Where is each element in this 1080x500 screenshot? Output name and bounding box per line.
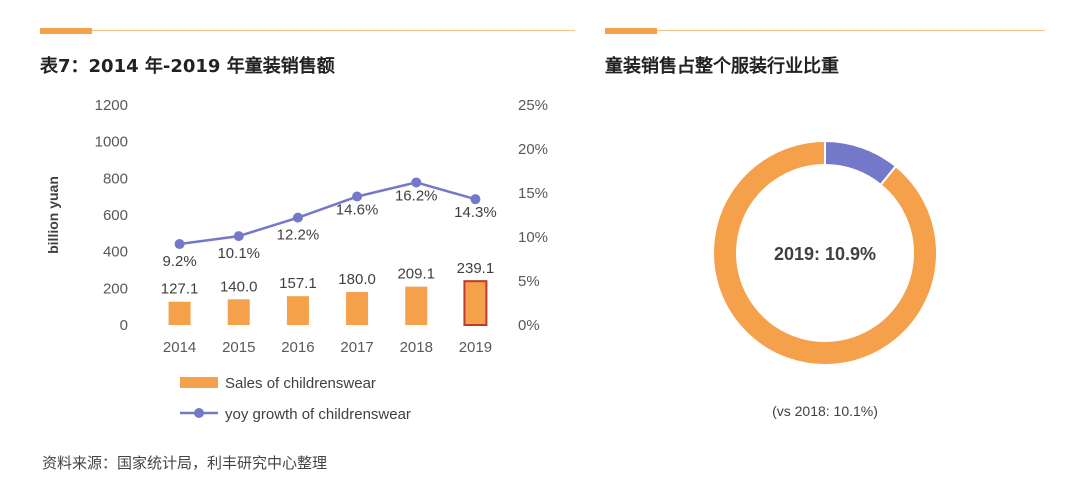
growth-point <box>352 191 363 202</box>
bar <box>286 296 309 325</box>
bar-value-label: 140.0 <box>220 278 258 295</box>
bar-line-chart: 0 200 400 600 800 1000 1200 0% 5% 10% 15% 20% 25% bil… <box>45 97 548 423</box>
growth-point <box>411 177 422 188</box>
donut-title: 童装销售占整个服装行业比重 <box>605 56 839 77</box>
bar-value-label: 180.0 <box>338 271 376 288</box>
growth-value-label: 10.1% <box>217 245 260 262</box>
bar-value-label: 157.1 <box>279 275 317 292</box>
growth-point <box>233 231 244 242</box>
bar <box>405 286 428 325</box>
growth-value-label: 14.6% <box>336 202 379 219</box>
accent-rule <box>40 30 575 31</box>
y-tick-label: 600 <box>103 207 128 224</box>
source-note: 资料来源：国家统计局，利丰研究中心整理 <box>42 454 328 472</box>
y-tick-label: 0 <box>120 317 128 334</box>
x-tick-label: 2018 <box>400 339 433 356</box>
growth-value-label: 12.2% <box>277 227 320 244</box>
chart-title: 表7：2014 年-2019 年童装销售额 <box>40 56 335 77</box>
y2-tick-label: 25% <box>518 97 548 114</box>
bar-highlighted <box>463 280 488 327</box>
x-tick-label: 2017 <box>340 339 373 356</box>
legend-line-label: yoy growth of childrenswear <box>225 406 411 423</box>
growth-line <box>179 181 476 246</box>
y-tick-label: 400 <box>103 244 128 261</box>
y-tick-label: 1200 <box>95 97 128 114</box>
bar <box>346 292 369 325</box>
bar-value-label: 209.1 <box>397 266 435 283</box>
donut-center-label: 2019: 10.9% <box>774 244 876 264</box>
bar <box>227 299 250 325</box>
x-tick-label: 2019 <box>459 339 492 356</box>
donut-chart: 2019: 10.9% (vs 2018: 10.1%) <box>712 139 938 419</box>
y-tick-label: 1000 <box>95 134 128 151</box>
growth-value-label: 9.2% <box>162 253 196 270</box>
y2-tick-label: 10% <box>518 229 548 246</box>
legend-bar-label: Sales of childrenswear <box>225 375 376 392</box>
y2-tick-label: 5% <box>518 273 540 290</box>
y-axis-title: billion yuan <box>45 176 61 254</box>
growth-point <box>470 194 481 205</box>
growth-value-label: 14.3% <box>454 204 497 221</box>
growth-point <box>174 239 185 250</box>
bar-value-label: 127.1 <box>161 281 199 298</box>
growth-value-label: 16.2% <box>395 187 438 204</box>
y2-tick-label: 15% <box>518 185 548 202</box>
bar-value-label: 239.1 <box>457 260 495 277</box>
y-tick-label: 200 <box>103 280 128 297</box>
bar <box>168 301 191 325</box>
accent-block <box>605 28 657 34</box>
y2-tick-label: 20% <box>518 141 548 158</box>
right-chart-panel: 童装销售占整个服装行业比重 2019: 10.9% (vs 2018: 10.1%… <box>605 0 1045 440</box>
y-tick-label: 800 <box>103 170 128 187</box>
x-tick-label: 2015 <box>222 339 255 356</box>
accent-block <box>40 28 92 34</box>
legend-bar-swatch <box>180 377 218 388</box>
x-tick-label: 2014 <box>163 339 196 356</box>
y2-tick-label: 0% <box>518 317 540 334</box>
legend-line-marker <box>194 408 204 418</box>
growth-point <box>292 212 303 223</box>
donut-slice-rest <box>712 139 938 366</box>
left-chart-panel: 表7：2014 年-2019 年童装销售额 0 200 400 600 800 1000 1… <box>40 0 575 440</box>
x-tick-label: 2016 <box>281 339 314 356</box>
accent-rule <box>605 30 1045 31</box>
donut-comparison-note: (vs 2018: 10.1%) <box>772 403 878 419</box>
